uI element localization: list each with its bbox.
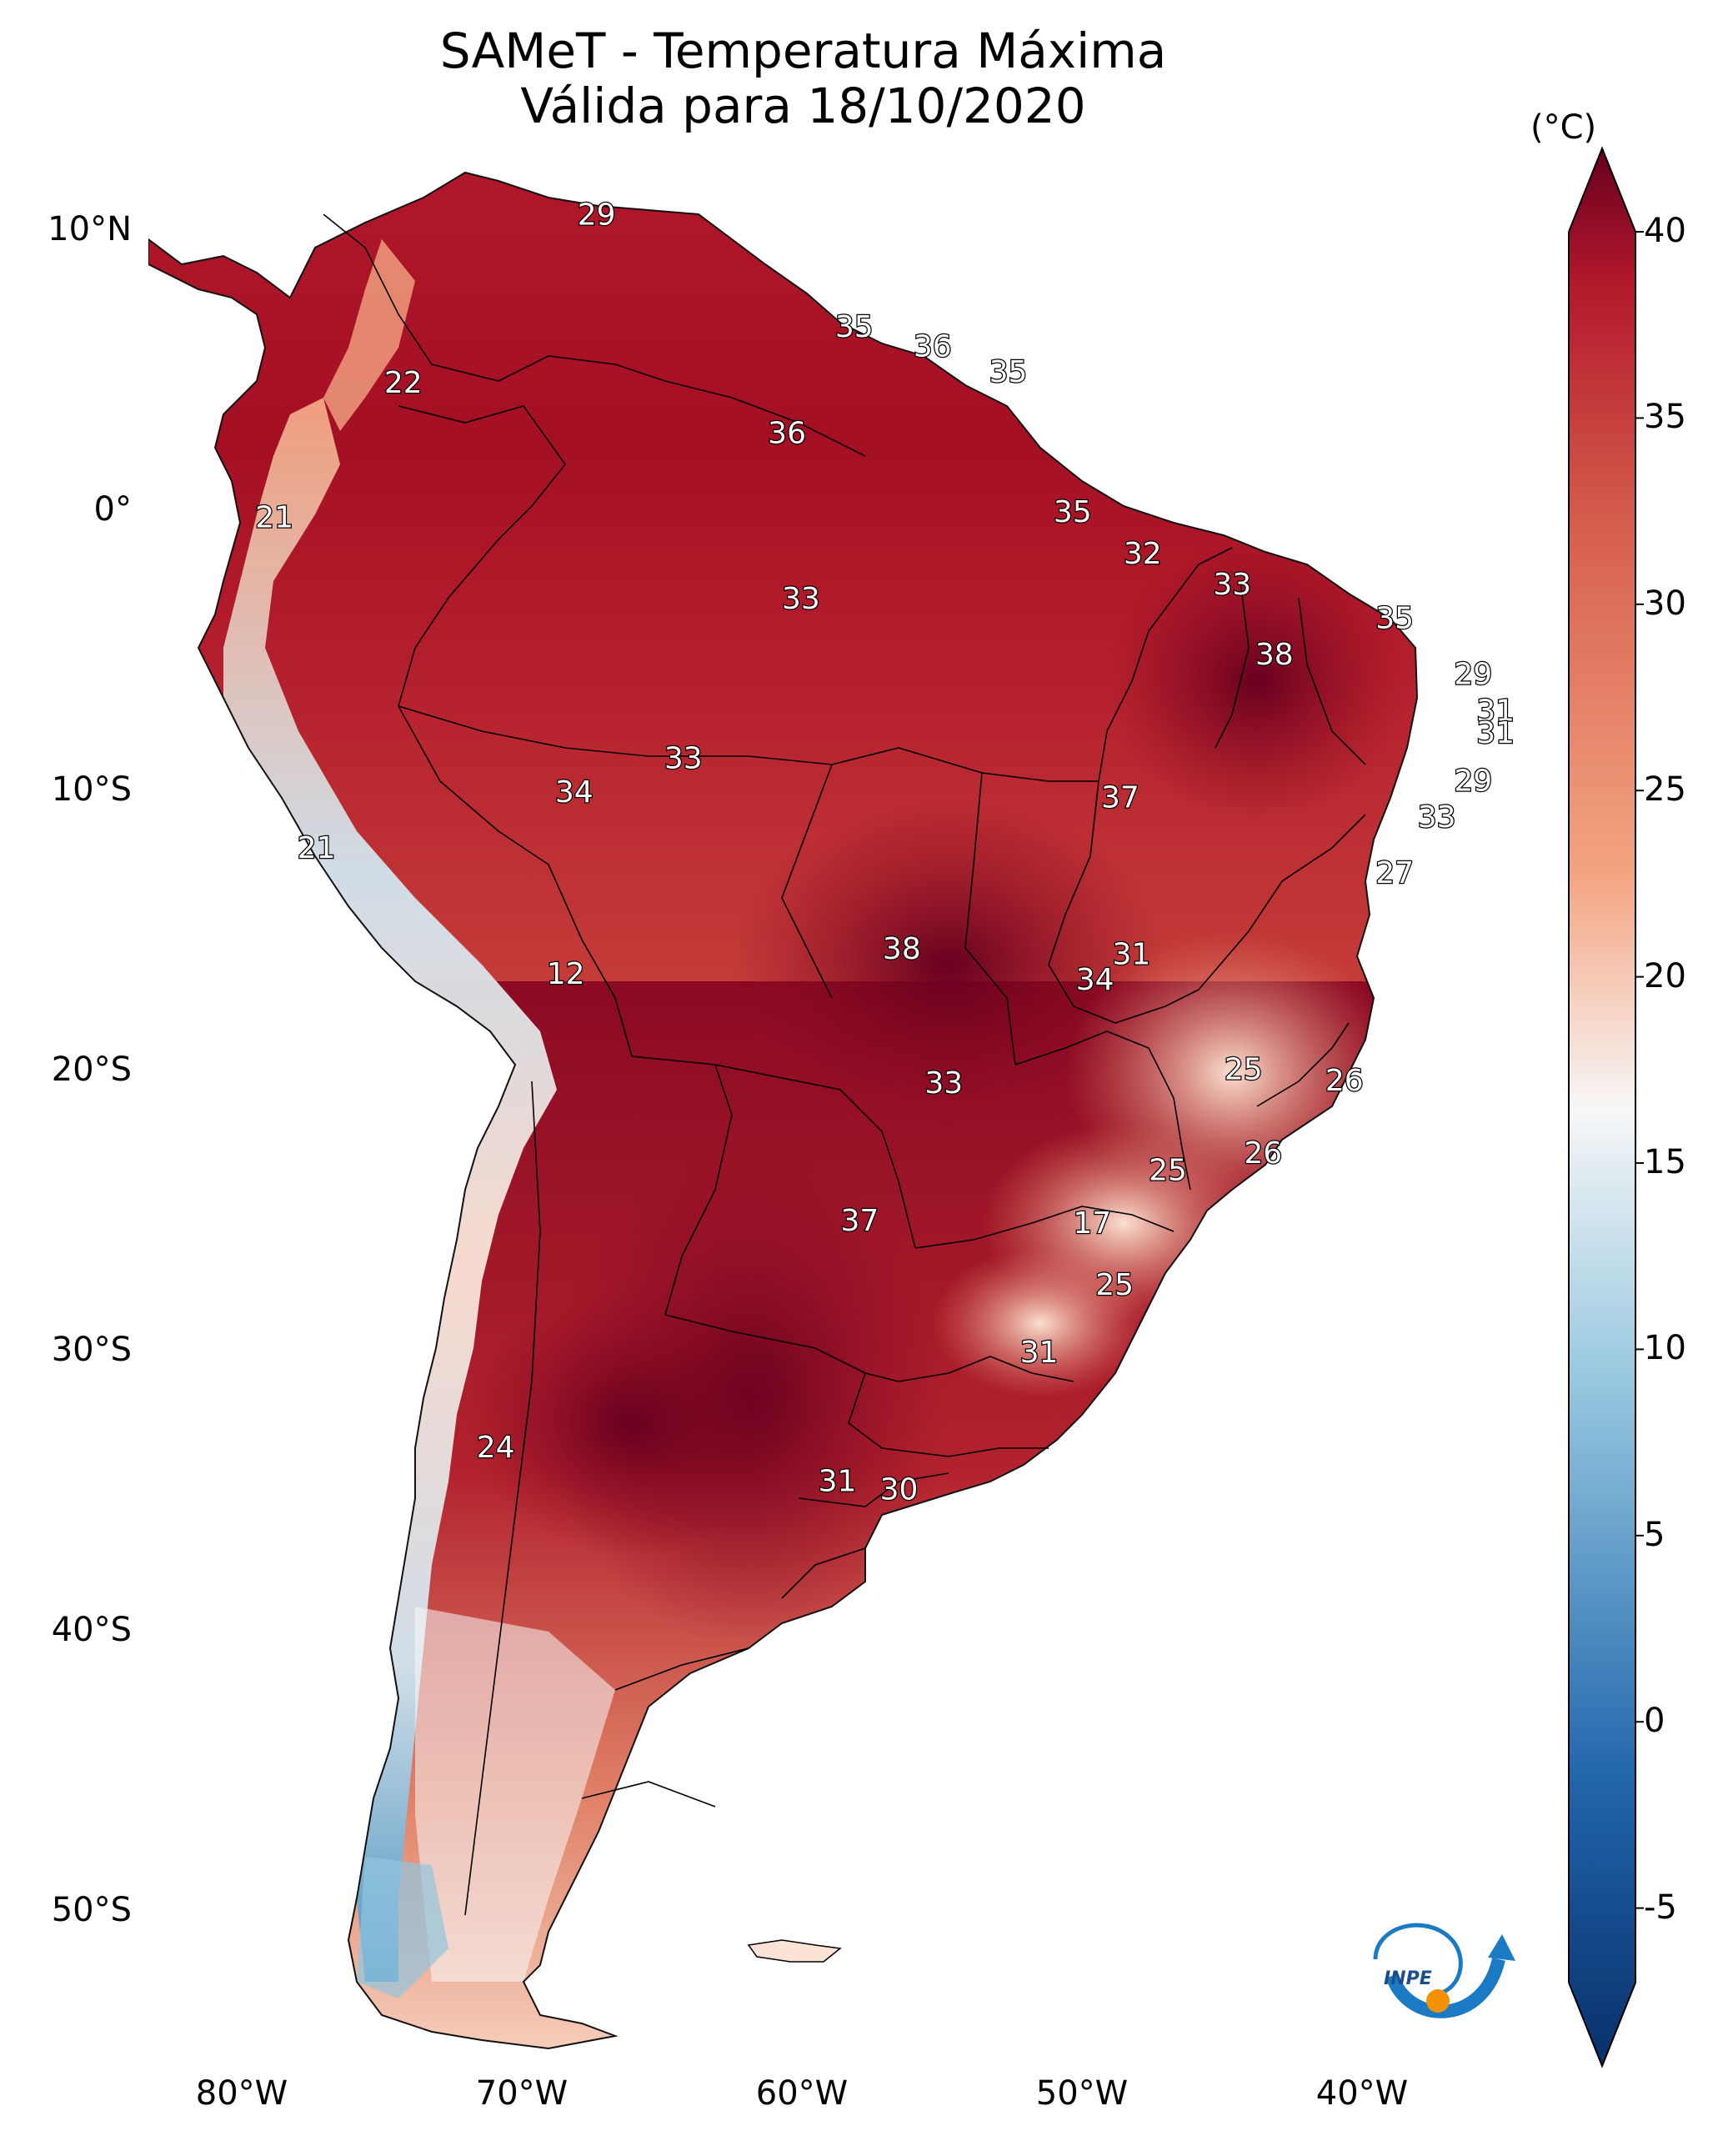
station-value-6: 21 [255,501,293,535]
station-value-37: 31 [819,1464,857,1498]
station-value-11: 35 [1375,601,1414,635]
station-value-36: 24 [477,1431,515,1465]
station-value-38: 30 [880,1472,919,1507]
station-value-31: 25 [1149,1153,1187,1187]
colorbar-fill [1568,146,1636,2068]
colorbar-tick-label-2: 30 [1644,584,1686,623]
logo-text: INPE [1384,1968,1432,1989]
station-value-2: 36 [914,330,952,364]
colorbar-tick-label-7: 5 [1644,1515,1665,1554]
colorbar-tick-label-6: 10 [1644,1329,1686,1368]
colorbar-tick-label-0: 40 [1644,212,1686,250]
political-borders [323,213,1366,1916]
station-value-3: 35 [989,355,1028,389]
colorbar-tick-label-8: 0 [1644,1702,1665,1741]
station-value-8: 32 [1124,537,1162,571]
lon-label-80w: 80°W [195,2074,288,2113]
lat-label-10n: 10°N [48,210,132,248]
colorbar-tick-label-4: 20 [1644,956,1686,995]
lat-label-0: 0° [93,490,132,529]
station-value-1: 35 [835,310,874,344]
station-value-4: 22 [384,366,423,400]
map-subtitle: Válida para 18/10/2020 [520,78,1086,134]
map-title: SAMeT - Temperatura Máxima [439,23,1167,79]
station-value-13: 29 [1454,658,1492,692]
falkland-islands [747,1939,842,1963]
station-value-9: 33 [782,582,820,616]
lon-label-70w: 70°W [475,2074,568,2113]
colorbar-tick-label-9: -5 [1644,1888,1677,1927]
station-value-15: 31 [1476,716,1515,750]
station-value-24: 31 [1112,938,1150,972]
lon-label-40w: 40°W [1315,2074,1409,2113]
station-value-22: 27 [1375,856,1414,890]
lat-label-40s: 40°S [51,1611,132,1649]
station-value-19: 37 [1101,781,1139,815]
station-value-14: 31 [1476,694,1515,728]
station-value-29: 33 [924,1066,963,1101]
station-value-21: 21 [298,831,336,865]
station-value-5: 36 [768,417,806,451]
station-value-18: 34 [555,775,594,810]
colorbar-unit: (°C) [1530,108,1597,147]
station-value-0: 29 [578,198,616,233]
station-value-16: 33 [664,741,703,775]
lon-label-50w: 50°W [1035,2074,1129,2113]
station-value-27: 25 [1225,1052,1263,1086]
lat-label-30s: 30°S [51,1331,132,1369]
station-value-7: 35 [1054,495,1092,529]
station-value-26: 12 [547,957,585,991]
lat-label-10s: 10°S [51,770,132,809]
station-value-35: 31 [1020,1336,1059,1370]
station-value-34: 25 [1095,1268,1134,1302]
station-value-33: 37 [841,1204,879,1238]
station-value-23: 38 [883,932,921,966]
lon-label-60w: 60°W [755,2074,849,2113]
station-value-25: 34 [1076,963,1114,997]
station-value-30: 26 [1244,1136,1282,1171]
station-value-28: 26 [1325,1064,1364,1098]
station-value-12: 38 [1255,638,1294,672]
colorbar-tick-label-1: 35 [1644,398,1686,437]
colorbar [1568,146,1644,2068]
colorbar-tick-label-5: 15 [1644,1143,1686,1182]
station-value-10: 33 [1213,568,1251,602]
station-value-32: 17 [1073,1206,1111,1241]
lat-label-20s: 20°S [51,1050,132,1089]
colorbar-tick-label-3: 25 [1644,770,1686,810]
station-value-20: 33 [1418,800,1456,835]
inpe-logo: INPE [1373,1923,1515,2018]
lat-label-50s: 50°S [51,1891,132,1929]
station-value-17: 29 [1454,764,1492,798]
